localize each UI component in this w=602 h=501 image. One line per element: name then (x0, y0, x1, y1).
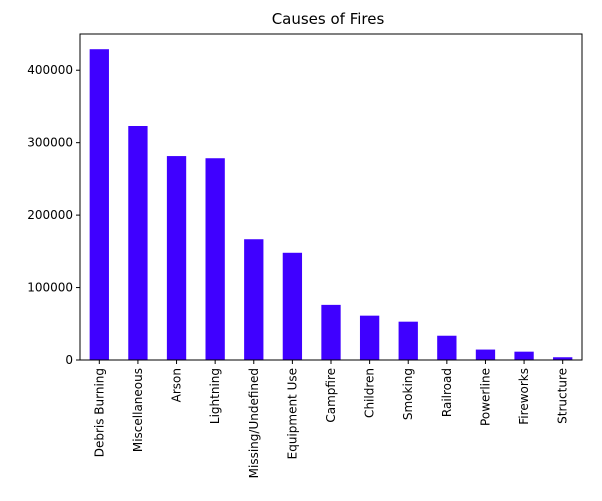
x-tick-label: Arson (170, 368, 184, 402)
bar-fireworks (514, 351, 534, 360)
bar-arson (166, 156, 187, 360)
bars-group (89, 49, 573, 361)
y-tick-label: 400000 (27, 63, 73, 77)
bar-equipment-use (282, 252, 303, 360)
x-tick-label: Missing/Undefined (247, 368, 261, 478)
x-tick-label: Campfire (324, 368, 338, 423)
x-tick-label: Miscellaneous (131, 368, 145, 452)
bar-powerline (475, 349, 496, 360)
bar-railroad (437, 335, 457, 360)
y-tick-label: 300000 (27, 136, 73, 150)
bar-missing-undefined (244, 239, 264, 360)
x-tick-label: Powerline (478, 368, 492, 426)
bar-campfire (321, 304, 341, 360)
x-axis: Debris Burning Miscellaneous Arson Lightnin… (92, 360, 570, 478)
x-tick-label: Structure (556, 368, 570, 424)
y-tick-label: 0 (65, 353, 73, 367)
x-tick-label: Debris Burning (92, 368, 106, 457)
x-tick-label: Smoking (401, 368, 415, 420)
x-tick-label: Railroad (440, 368, 454, 417)
y-axis: 0 100000 200000 300000 400000 (27, 63, 80, 367)
x-tick-label: Fireworks (517, 368, 531, 425)
x-tick-label: Lightning (208, 368, 222, 424)
bar-lightning (205, 158, 225, 360)
y-tick-label: 200000 (27, 208, 73, 222)
bar-structure (553, 357, 573, 360)
x-tick-label: Children (363, 368, 377, 418)
bar-smoking (398, 321, 418, 360)
bar-miscellaneous (128, 126, 148, 360)
y-tick-label: 100000 (27, 281, 73, 295)
bar-children (359, 315, 380, 360)
bar-debris-burning (89, 49, 109, 361)
chart-title: Causes of Fires (272, 10, 385, 28)
x-tick-label: Equipment Use (285, 368, 299, 459)
